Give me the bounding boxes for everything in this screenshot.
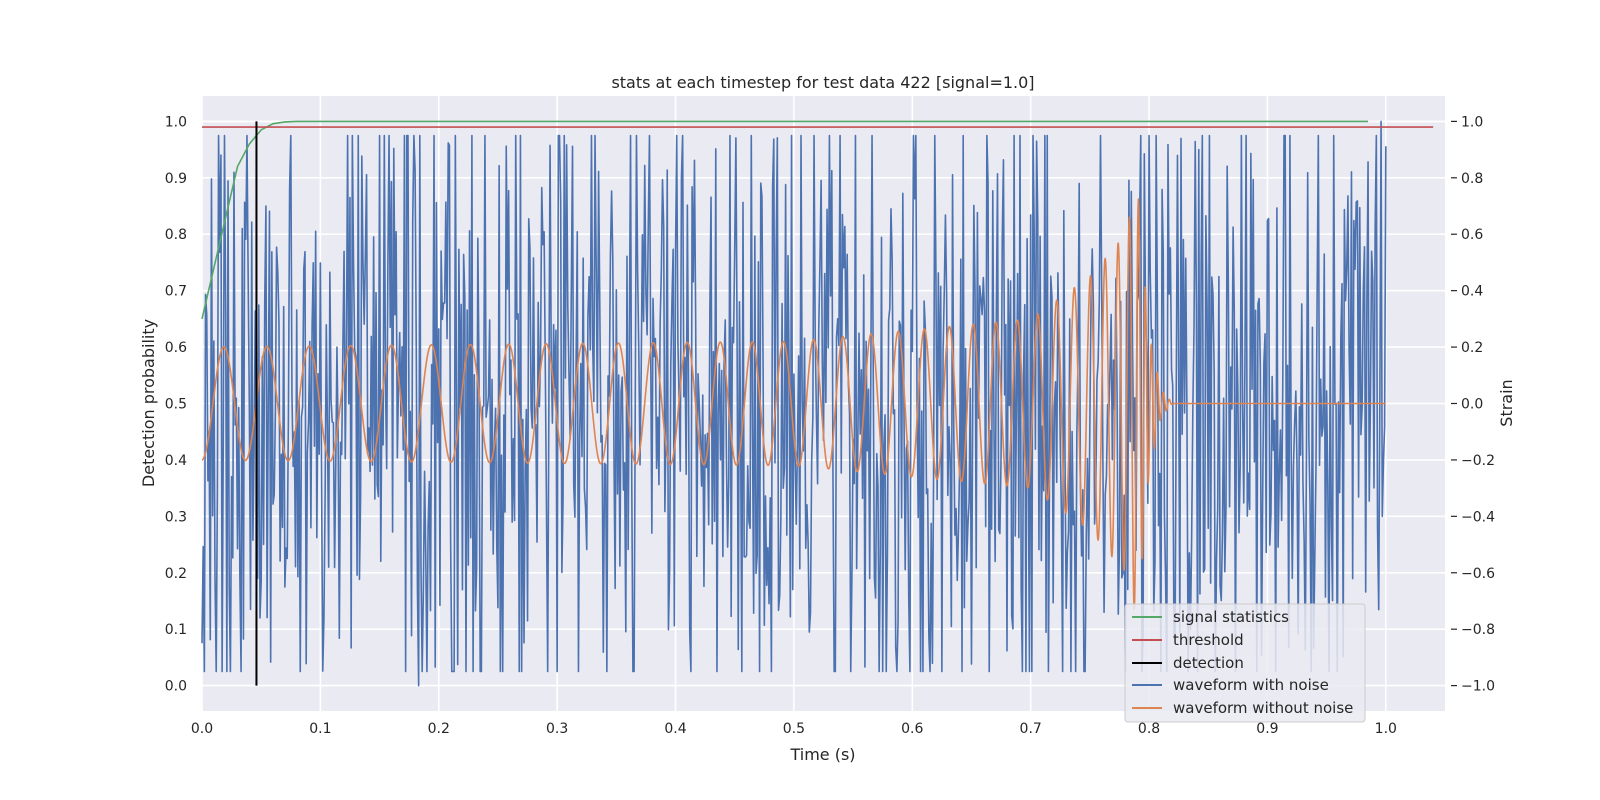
x-tick-label: 0.2 [428, 721, 450, 737]
y-right-tick-label: 0.4 [1461, 284, 1483, 300]
y-right-tick-label: −0.6 [1461, 566, 1495, 582]
y-right-tick-label: −1.0 [1461, 679, 1495, 695]
y-left-tick-label: 0.3 [165, 509, 187, 525]
x-tick-label: 0.1 [309, 721, 331, 737]
x-tick-label: 0.9 [1256, 721, 1278, 737]
y-left-tick-label: 1.0 [165, 114, 187, 130]
y-right-tick-label: 0.8 [1461, 171, 1483, 187]
y-right-tick-label: −0.8 [1461, 622, 1495, 638]
legend-box [1124, 603, 1366, 723]
x-axis-label: Time (s) [789, 745, 855, 764]
legend-label-detection: detection [1173, 654, 1244, 672]
y-left-tick-label: 0.2 [165, 566, 187, 582]
x-tick-label: 0.0 [191, 721, 213, 737]
y-left-tick-label: 0.8 [165, 227, 187, 243]
y-right-tick-label: 1.0 [1461, 114, 1483, 130]
legend-label-signal-statistics: signal statistics [1173, 608, 1289, 626]
y-left-tick-label: 0.9 [165, 171, 187, 187]
y-right-tick-label: −0.4 [1461, 509, 1495, 525]
y-left-tick-label: 0.1 [165, 622, 187, 638]
y-right-tick-label: 0.2 [1461, 340, 1483, 356]
chart-title: stats at each timestep for test data 422… [611, 73, 1034, 92]
series-line-waveform-without-noise [201, 198, 1387, 611]
y-left-tick-label: 0.6 [165, 340, 187, 356]
y-left-tick-label: 0.4 [165, 453, 187, 469]
y-axis-label-left: Detection probability [139, 319, 158, 487]
y-left-tick-label: 0.0 [165, 679, 187, 695]
x-tick-label: 0.4 [664, 721, 686, 737]
legend-label-waveform-without-noise: waveform without noise [1173, 699, 1353, 717]
legend-label-threshold: threshold [1173, 631, 1244, 649]
y-right-tick-label: −0.2 [1461, 453, 1495, 469]
series-line-signal-statistics [201, 120, 1369, 320]
x-tick-label: 0.8 [1138, 721, 1160, 737]
tick-layer: 0.0 0.1 0.2 0.3 0.4 0.5 0.6 0.7 0.8 0.9 1.0 0.0 0.1 0… [165, 114, 1495, 737]
series-layer [201, 120, 1434, 687]
y-left-tick-label: 0.5 [165, 397, 187, 413]
x-tick-label: 0.7 [1020, 721, 1042, 737]
x-tick-label: 0.3 [546, 721, 568, 737]
y-right-tick-label: 0.6 [1461, 227, 1483, 243]
x-tick-label: 0.5 [783, 721, 805, 737]
y-left-tick-label: 0.7 [165, 284, 187, 300]
x-tick-label: 0.6 [901, 721, 923, 737]
y-axis-label-right: Strain [1497, 379, 1516, 426]
y-right-tick-label: 0.0 [1461, 397, 1483, 413]
legend-label-waveform-with-noise: waveform with noise [1173, 676, 1329, 694]
x-tick-label: 1.0 [1375, 721, 1397, 737]
legend: signal statistics threshold detection wa… [1124, 603, 1366, 723]
